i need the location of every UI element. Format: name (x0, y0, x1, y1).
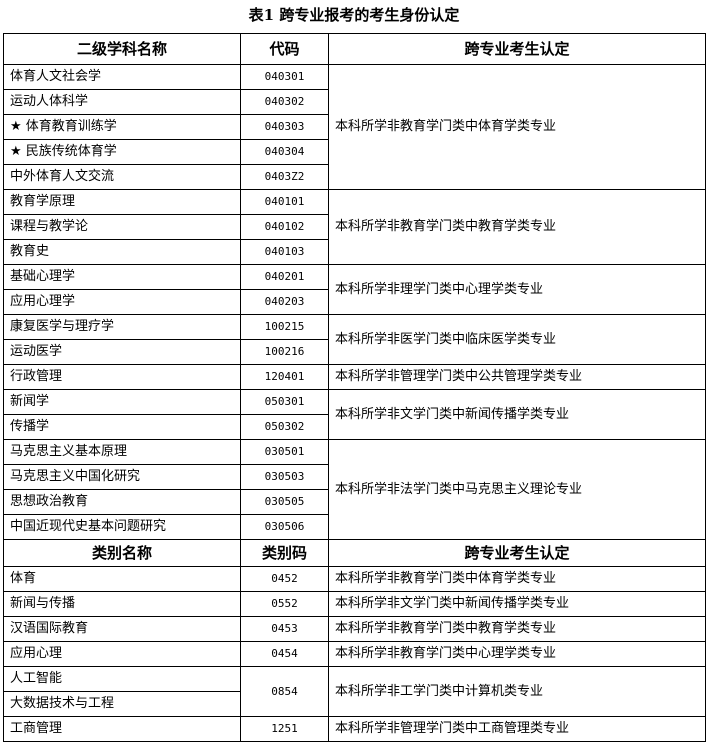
identification: 本科所学非法学门类中马克思主义理论专业 (328, 439, 706, 540)
discipline-code: 030503 (240, 464, 329, 490)
discipline-name: 体育人文社会学 (3, 64, 241, 90)
discipline-name: 传播学 (3, 414, 241, 440)
discipline-code: 040101 (240, 189, 329, 215)
identification: 本科所学非文学门类中新闻传播学类专业 (328, 389, 706, 440)
table-row: 应用心理学 040203 (3, 289, 706, 315)
discipline-code: 100215 (240, 314, 329, 340)
category-code: 1251 (240, 716, 329, 742)
discipline-code: 040103 (240, 239, 329, 265)
table-row: 教育学原理 040101 本科所学非教育学门类中教育学类专业 (3, 189, 706, 265)
table-row: 新闻与传播 0552 本科所学非文学门类中新闻传播学类专业 (3, 591, 706, 617)
discipline-code: 040301 (240, 64, 329, 90)
cross-major-identification-table: 二级学科名称 代码 跨专业考生认定 体育人文社会学 040301 本科所学非教育学门… (3, 33, 706, 742)
category-code: 0454 (240, 641, 329, 667)
discipline-code: 040201 (240, 264, 329, 290)
discipline-code: 040303 (240, 114, 329, 140)
identification: 本科所学非文学门类中新闻传播学类专业 (328, 591, 706, 617)
table-row: 中外体育人文交流 0403Z2 (3, 164, 706, 190)
discipline-code: 040304 (240, 139, 329, 165)
section1-header-row: 二级学科名称 代码 跨专业考生认定 (3, 33, 706, 65)
identification: 本科所学非教育学门类中心理学类专业 (328, 641, 706, 667)
discipline-code: 040203 (240, 289, 329, 315)
table-row: 体育人文社会学 040301 本科所学非教育学门类中体育学类专业 (3, 64, 706, 190)
table-row: 运动医学 100216 (3, 339, 706, 365)
table-row: 思想政治教育 030505 (3, 489, 706, 515)
discipline-name: 课程与教学论 (3, 214, 241, 240)
table-row: 大数据技术与工程 (3, 691, 706, 717)
table-row: 体育 0452 本科所学非教育学门类中体育学类专业 (3, 566, 706, 592)
table-row: 应用心理 0454 本科所学非教育学门类中心理学类专业 (3, 641, 706, 667)
discipline-code: 030506 (240, 514, 329, 540)
identification: 本科所学非管理学门类中工商管理类专业 (328, 716, 706, 742)
table-title: 表1 跨专业报考的考生身份认定 (248, 6, 460, 24)
category-name: 应用心理 (3, 641, 241, 667)
discipline-code: 050301 (240, 389, 329, 415)
category-name: 体育 (3, 566, 241, 592)
table-row: 新闻学 050301 本科所学非文学门类中新闻传播学类专业 (3, 389, 706, 440)
discipline-code: 0403Z2 (240, 164, 329, 190)
discipline-name: 行政管理 (3, 364, 241, 390)
discipline-name: 思想政治教育 (3, 489, 241, 515)
table-row: 马克思主义基本原理 030501 本科所学非法学门类中马克思主义理论专业 (3, 439, 706, 540)
category-code: 0452 (240, 566, 329, 592)
category-code: 0552 (240, 591, 329, 617)
category-name: 工商管理 (3, 716, 241, 742)
discipline-code: 050302 (240, 414, 329, 440)
header-discipline-name: 二级学科名称 (3, 33, 241, 65)
table-row: 运动人体科学 040302 (3, 89, 706, 115)
identification: 本科所学非工学门类中计算机类专业 (328, 666, 706, 717)
discipline-name: 马克思主义中国化研究 (3, 464, 241, 490)
identification: 本科所学非教育学门类中教育学类专业 (328, 616, 706, 642)
header-category-name: 类别名称 (3, 539, 241, 567)
discipline-code: 040102 (240, 214, 329, 240)
discipline-name: ★ 体育教育训练学 (3, 114, 241, 140)
discipline-code: 030505 (240, 489, 329, 515)
identification: 本科所学非理学门类中心理学类专业 (328, 264, 706, 315)
discipline-name: 运动人体科学 (3, 89, 241, 115)
discipline-name: 基础心理学 (3, 264, 241, 290)
header-identification: 跨专业考生认定 (328, 33, 706, 65)
table-row: 教育史 040103 (3, 239, 706, 265)
category-name: 大数据技术与工程 (3, 691, 241, 717)
discipline-name: 运动医学 (3, 339, 241, 365)
category-code: 0854 (240, 666, 329, 717)
category-name: 人工智能 (3, 666, 241, 692)
discipline-name: 马克思主义基本原理 (3, 439, 241, 465)
header-identification: 跨专业考生认定 (328, 539, 706, 567)
discipline-name: 中外体育人文交流 (3, 164, 241, 190)
table-row: ★ 民族传统体育学 040304 (3, 139, 706, 165)
identification: 本科所学非教育学门类中体育学类专业 (328, 566, 706, 592)
identification: 本科所学非教育学门类中体育学类专业 (328, 64, 706, 190)
category-name: 汉语国际教育 (3, 616, 241, 642)
section2-header-row: 类别名称 类别码 跨专业考生认定 (3, 539, 706, 567)
discipline-name: 教育史 (3, 239, 241, 265)
discipline-code: 040302 (240, 89, 329, 115)
discipline-name: 教育学原理 (3, 189, 241, 215)
table-row: 行政管理 120401 本科所学非管理学门类中公共管理学类专业 (3, 364, 706, 390)
table-row: 康复医学与理疗学 100215 本科所学非医学门类中临床医学类专业 (3, 314, 706, 365)
discipline-code: 030501 (240, 439, 329, 465)
category-name: 新闻与传播 (3, 591, 241, 617)
discipline-name: 康复医学与理疗学 (3, 314, 241, 340)
discipline-code: 100216 (240, 339, 329, 365)
identification: 本科所学非教育学门类中教育学类专业 (328, 189, 706, 265)
table-row: 传播学 050302 (3, 414, 706, 440)
table-row: 人工智能 0854 本科所学非工学门类中计算机类专业 (3, 666, 706, 717)
header-code: 代码 (240, 33, 329, 65)
discipline-name: 中国近现代史基本问题研究 (3, 514, 241, 540)
table-row: 基础心理学 040201 本科所学非理学门类中心理学类专业 (3, 264, 706, 315)
discipline-name: 新闻学 (3, 389, 241, 415)
identification: 本科所学非管理学门类中公共管理学类专业 (328, 364, 706, 390)
discipline-name: ★ 民族传统体育学 (3, 139, 241, 165)
discipline-name: 应用心理学 (3, 289, 241, 315)
discipline-code: 120401 (240, 364, 329, 390)
category-code: 0453 (240, 616, 329, 642)
table-row: 课程与教学论 040102 (3, 214, 706, 240)
identification: 本科所学非医学门类中临床医学类专业 (328, 314, 706, 365)
table-row: 汉语国际教育 0453 本科所学非教育学门类中教育学类专业 (3, 616, 706, 642)
table-row: 中国近现代史基本问题研究 030506 (3, 514, 706, 540)
header-category-code: 类别码 (240, 539, 329, 567)
table-row: 工商管理 1251 本科所学非管理学门类中工商管理类专业 (3, 716, 706, 742)
